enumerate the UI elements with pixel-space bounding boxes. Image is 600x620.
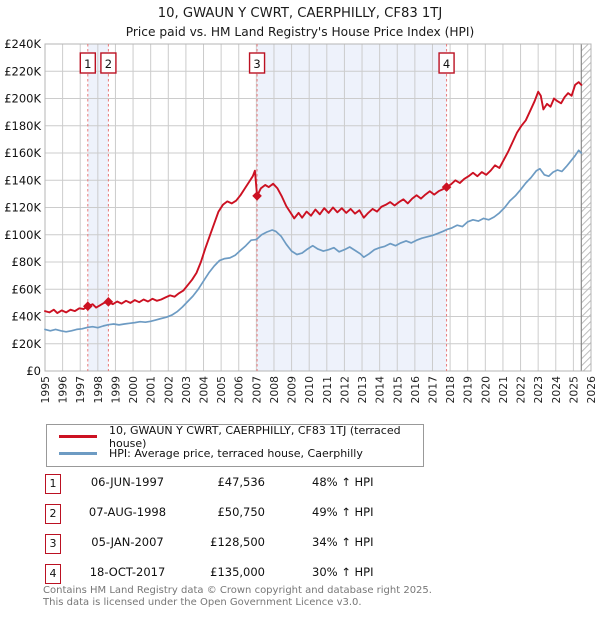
y-tick-label: £200K <box>4 92 41 106</box>
x-tick-label: 2019 <box>462 376 475 404</box>
sale-vs-hpi: 30% ↑ HPI <box>312 565 374 579</box>
table-row: 4 18-OCT-2017 £135,000 30% ↑ HPI <box>0 562 600 592</box>
x-tick-label: 2026 <box>585 376 598 404</box>
table-row: 2 07-AUG-1998 £50,750 49% ↑ HPI <box>0 502 600 532</box>
legend-label: HPI: Average price, terraced house, Caer… <box>109 447 363 460</box>
x-tick-label: 2006 <box>233 376 246 404</box>
x-tick-label: 2020 <box>479 376 492 404</box>
x-tick-label: 2001 <box>145 376 158 403</box>
sale-date: 18-OCT-2017 <box>89 565 166 579</box>
x-tick-label: 2010 <box>303 376 316 404</box>
y-tick-label: £140K <box>4 173 41 187</box>
chart-legend: 10, GWAUN Y CWRT, CAERPHILLY, CF83 1TJ (… <box>46 424 424 467</box>
x-tick-label: 2022 <box>515 376 528 403</box>
x-tick-label: 2016 <box>409 376 422 404</box>
sale-number-label: 4 <box>443 57 450 71</box>
sale-vs-hpi: 49% ↑ HPI <box>312 505 374 519</box>
x-tick-label: 2009 <box>286 376 299 404</box>
hpi-line-swatch-icon <box>59 452 97 455</box>
property-price-line <box>44 81 583 315</box>
license-line-2: This data is licensed under the Open Gov… <box>43 596 362 608</box>
sale-number-badge: 3 <box>45 534 61 554</box>
plot-area: £0 £20K £40K £60K £80K £100K £120K £140K £160K £1… <box>4 37 598 404</box>
y-tick-label: £20K <box>12 337 42 351</box>
x-tick-label: 2004 <box>198 376 211 404</box>
sale-vs-hpi: 48% ↑ HPI <box>312 475 374 489</box>
y-tick-label: £240K <box>4 37 41 51</box>
x-tick-label: 2024 <box>550 376 563 404</box>
x-tick-label: 2003 <box>180 376 193 403</box>
y-tick-label: £0 <box>26 364 41 378</box>
price-chart: 10, GWAUN Y CWRT, CAERPHILLY, CF83 1TJ P… <box>4 6 598 404</box>
x-tick-label: 2015 <box>391 376 404 403</box>
x-tick-label: 2021 <box>497 376 510 403</box>
x-tick-label: 2025 <box>567 376 580 403</box>
sale-vs-hpi: 34% ↑ HPI <box>312 535 374 549</box>
sale-price: £50,750 <box>217 505 265 519</box>
x-tick-label: 2018 <box>444 376 457 404</box>
sale-number-label: 1 <box>84 57 91 71</box>
x-tick-label: 2017 <box>426 376 439 403</box>
sales-table: 1 06-JUN-1997 £47,536 48% ↑ HPI 2 07-AUG… <box>0 472 600 592</box>
page-subtitle: Price paid vs. HM Land Registry's House … <box>126 25 474 39</box>
y-tick-label: £160K <box>4 146 41 160</box>
sale-date: 06-JUN-1997 <box>90 475 165 489</box>
y-tick-label: £120K <box>4 201 41 215</box>
license-note: Contains HM Land Registry data © Crown c… <box>43 585 432 608</box>
sale-price: £128,500 <box>210 535 265 549</box>
sale-number-box <box>248 52 266 74</box>
sale-marker <box>252 191 262 201</box>
y-tick-label: £100K <box>4 228 41 242</box>
hpi-line <box>44 149 583 333</box>
x-tick-label: 2011 <box>321 376 334 403</box>
y-tick-label: £180K <box>4 119 41 133</box>
y-tick-label: £60K <box>12 282 42 296</box>
license-line-1: Contains HM Land Registry data © Crown c… <box>43 585 432 596</box>
x-tick-label: 2013 <box>356 376 369 403</box>
y-tick-label: £220K <box>4 64 41 78</box>
sale-price: £135,000 <box>210 565 265 579</box>
sale-number-box <box>100 52 117 74</box>
sale-number-badge: 4 <box>45 564 61 584</box>
legend-label: 10, GWAUN Y CWRT, CAERPHILLY, CF83 1TJ (… <box>109 423 401 450</box>
sale-price: £47,536 <box>217 475 265 489</box>
sale-number-label: 3 <box>253 57 260 71</box>
property-line-swatch-icon <box>59 435 97 438</box>
y-tick-label: £40K <box>12 310 42 324</box>
sale-date: 05-JAN-2007 <box>91 535 164 549</box>
x-tick-label: 2014 <box>374 376 387 404</box>
x-tick-label: 1996 <box>57 376 70 404</box>
x-tick-label: 1995 <box>39 376 52 403</box>
x-tick-label: 2000 <box>127 376 140 404</box>
plot-border <box>44 43 592 372</box>
sale-marker <box>441 182 452 192</box>
x-tick-label: 2002 <box>162 376 175 403</box>
sale-marker <box>103 297 114 307</box>
x-tick-label: 2023 <box>532 376 545 403</box>
table-row: 3 05-JAN-2007 £128,500 34% ↑ HPI <box>0 532 600 562</box>
x-tick-label: 1998 <box>92 376 105 404</box>
sale-number-label: 2 <box>105 57 112 71</box>
x-tick-label: 2007 <box>250 376 263 403</box>
legend-item-property: 10, GWAUN Y CWRT, CAERPHILLY, CF83 1TJ (… <box>47 424 423 450</box>
sale-number-badge: 2 <box>45 504 61 524</box>
x-tick-label: 2008 <box>268 376 281 404</box>
sale-date: 07-AUG-1998 <box>88 505 167 519</box>
x-tick-label: 2012 <box>338 376 351 403</box>
sale-marker <box>82 301 93 312</box>
page-title: 10, GWAUN Y CWRT, CAERPHILLY, CF83 1TJ <box>158 6 443 21</box>
legend-item-hpi: HPI: Average price, terraced house, Caer… <box>47 445 423 462</box>
sale-number-box <box>79 52 96 74</box>
table-row: 1 06-JUN-1997 £47,536 48% ↑ HPI <box>0 472 600 502</box>
x-tick-label: 1997 <box>74 376 87 403</box>
y-tick-label: £80K <box>12 255 42 269</box>
sale-number-box <box>438 52 455 74</box>
sale-number-badge: 1 <box>45 474 61 494</box>
x-tick-label: 1999 <box>109 376 122 404</box>
x-tick-label: 2005 <box>215 376 228 403</box>
